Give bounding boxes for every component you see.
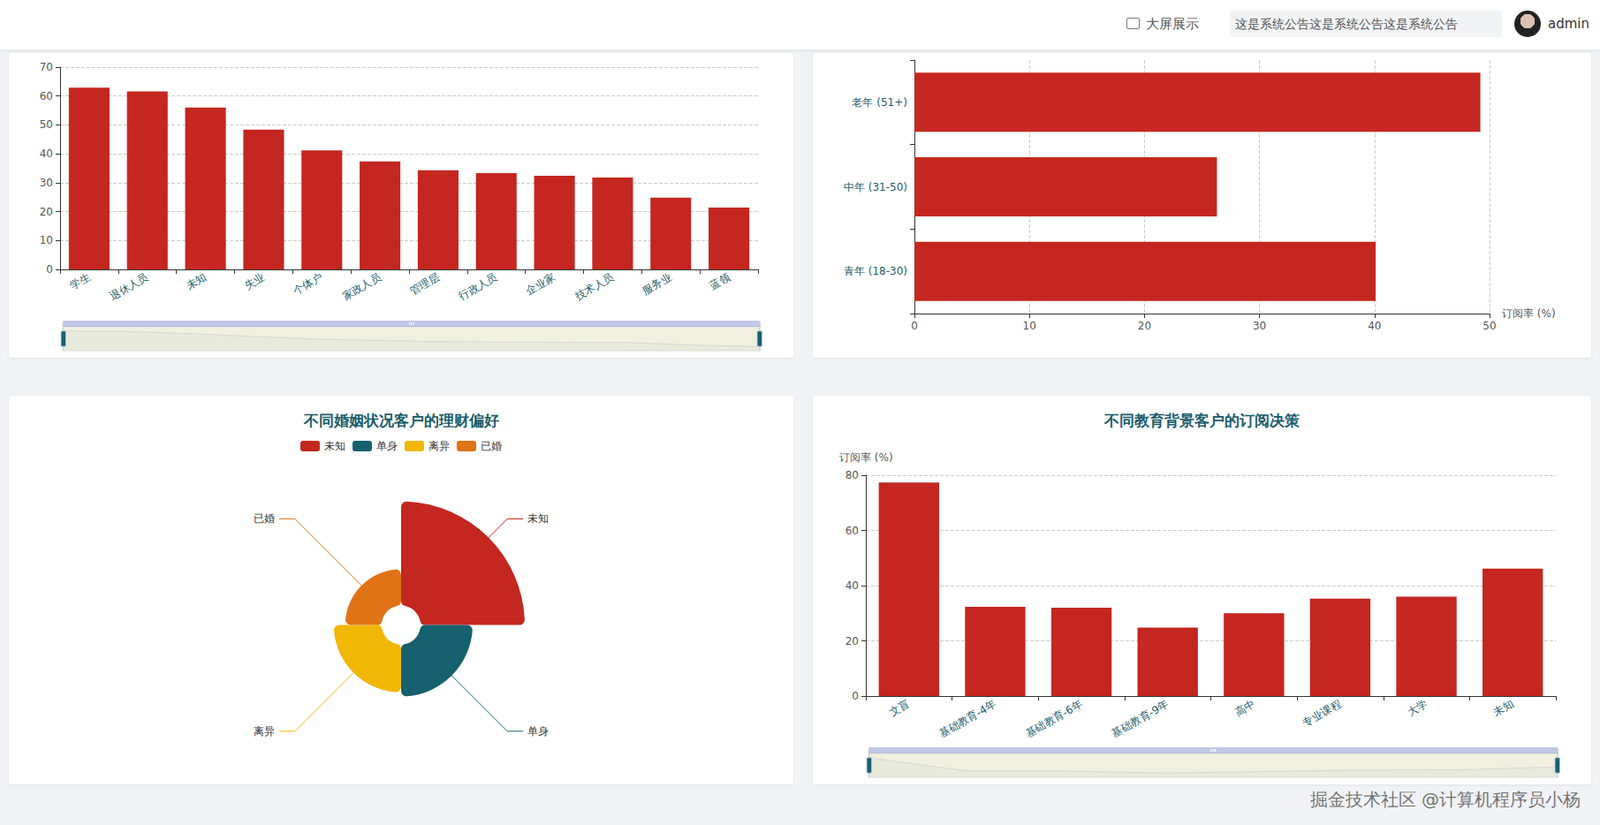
svg-text:80: 80: [845, 469, 859, 482]
svg-text:0: 0: [45, 263, 54, 276]
svg-text:订阅率 (%): 订阅率 (%): [1501, 307, 1556, 320]
html-text:这是系统公告这是系统公告这是系统公告: 这是系统公告这是系统公告这是系统公告: [1235, 16, 1458, 31]
svg-text:个体户: 个体户: [291, 271, 326, 298]
svg-text:10: 10: [39, 234, 54, 247]
svg-text:学生: 学生: [68, 271, 93, 293]
svg-text:未知: 未知: [183, 271, 209, 293]
svg-text:70: 70: [39, 60, 54, 74]
svg-text:专业课程: 专业课程: [1300, 697, 1344, 730]
svg-text:青年 (18-30): 青年 (18-30): [843, 265, 908, 278]
svg-text:高中: 高中: [1232, 697, 1258, 720]
svg-text:20: 20: [1137, 319, 1152, 333]
svg-text:60: 60: [39, 90, 54, 103]
svg-text:未知: 未知: [1491, 697, 1517, 720]
svg-text:50: 50: [39, 118, 54, 131]
svg-text:基础教育-4年: 基础教育-4年: [937, 697, 999, 741]
svg-text:30: 30: [39, 176, 54, 190]
svg-text:单身: 单身: [527, 725, 549, 738]
svg-text:中年 (31-50): 中年 (31-50): [843, 181, 908, 194]
svg-text:退休人员: 退休人员: [107, 271, 152, 304]
svg-text:50: 50: [1482, 319, 1496, 333]
svg-text:已婚: 已婚: [480, 439, 502, 453]
svg-text:家政人员: 家政人员: [340, 271, 384, 304]
svg-text:0: 0: [910, 319, 918, 333]
html-text:admin: admin: [1547, 15, 1590, 32]
svg-text:离异: 离异: [253, 725, 275, 738]
svg-text:10: 10: [1023, 319, 1037, 333]
svg-text:20: 20: [39, 205, 54, 219]
svg-text:订阅率 (%): 订阅率 (%): [839, 451, 894, 464]
svg-text:30: 30: [1252, 319, 1267, 333]
svg-text:20: 20: [845, 635, 859, 648]
svg-text:蓝领: 蓝领: [707, 271, 733, 293]
svg-text:技术人员: 技术人员: [571, 271, 615, 304]
svg-text:服务业: 服务业: [640, 271, 675, 298]
svg-text:60: 60: [845, 524, 859, 538]
svg-text:未知: 未知: [527, 512, 549, 525]
svg-text:大学: 大学: [1404, 697, 1430, 720]
svg-text:文盲: 文盲: [887, 697, 913, 720]
svg-text:老年 (51+): 老年 (51+): [851, 96, 908, 109]
svg-text:不同教育背景客户的订阅决策: 不同教育背景客户的订阅决策: [1103, 411, 1300, 430]
svg-text:不同婚姻状况客户的理财偏好: 不同婚姻状况客户的理财偏好: [303, 411, 500, 430]
svg-text:行政人员: 行政人员: [456, 271, 501, 304]
svg-text:失业: 失业: [242, 271, 267, 293]
svg-text:基础教育-9年: 基础教育-9年: [1109, 697, 1171, 741]
html-text:掘金技术社区 @计算机程序员小杨: 掘金技术社区 @计算机程序员小杨: [1309, 788, 1581, 811]
svg-text:已婚: 已婚: [253, 512, 275, 525]
html-text:大屏展示: 大屏展示: [1145, 15, 1199, 32]
svg-text:0: 0: [851, 690, 859, 703]
svg-text:40: 40: [39, 147, 54, 160]
svg-text:40: 40: [1367, 319, 1381, 333]
svg-text:企业家: 企业家: [523, 271, 558, 298]
svg-text:离异: 离异: [428, 439, 450, 453]
svg-text:单身: 单身: [376, 439, 398, 453]
svg-text:管理层: 管理层: [407, 271, 441, 298]
svg-text:未知: 未知: [324, 439, 346, 453]
svg-text:40: 40: [845, 579, 859, 592]
svg-text:基础教育-6年: 基础教育-6年: [1023, 697, 1085, 741]
